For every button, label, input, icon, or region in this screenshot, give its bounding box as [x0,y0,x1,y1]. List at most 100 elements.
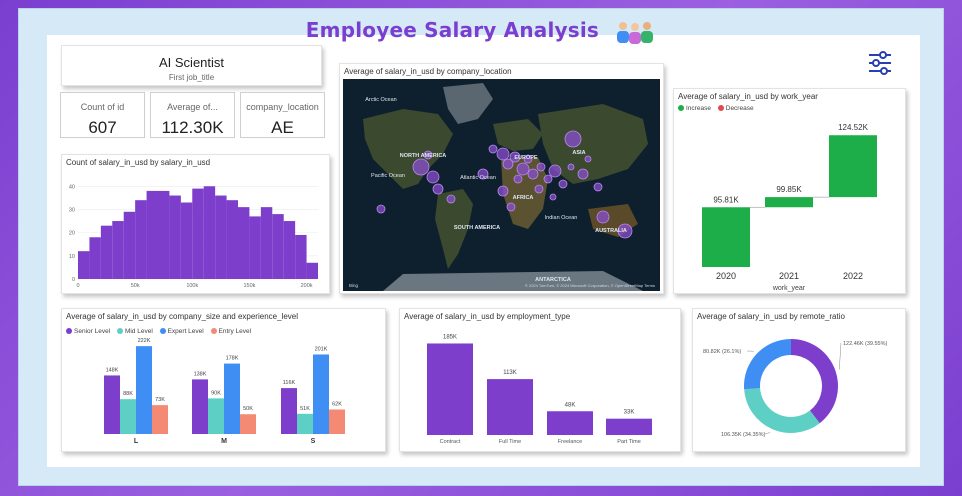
kpi-value: AE [271,118,294,137]
kpi-company-location: company_location AE [240,92,325,138]
histogram-bar [158,190,170,279]
kpi-value: 112.30K [161,118,224,137]
histogram-bar [146,190,158,279]
grouped-bar-card[interactable]: Average of salary_in_usd by company_size… [61,308,386,452]
legend-item-expert: Expert Level [167,328,204,335]
x-tick-label: L [134,438,139,445]
data-label: 148K [106,367,119,373]
bar-senior-level [281,388,297,434]
donut-title: Average of salary_in_usd by remote_ratio [697,312,845,321]
data-label: 73K [155,397,165,403]
legend-item-entry: Entry Level [218,328,252,335]
x-tick-label: Full Time [499,439,521,445]
bar-mid-level [297,413,313,434]
world-map[interactable]: Arctic Ocean NORTH AMERICA Pacific Ocean… [343,79,660,291]
job-title-value: AI Scientist [158,55,225,70]
map-brand: Bing [349,283,359,288]
histogram-bar [283,221,296,279]
data-label: 95.81K [713,195,739,204]
data-label: 113K [503,370,517,376]
histogram-bar [295,234,307,279]
legend-swatch-expert [159,328,166,334]
waterfall-card[interactable]: Average of salary_in_usd by work_year In… [673,88,906,294]
x-tick-label: 2022 [843,271,863,281]
waterfall-bar [765,197,813,208]
data-label: 116K [283,380,296,386]
histogram-bar [169,195,181,279]
x-tick-label: 2020 [716,271,736,281]
histogram-bar [112,221,124,279]
histogram-bar [123,211,136,279]
map-bubbles [376,130,633,239]
leader-line [839,342,842,370]
legend-item-senior: Senior Level [74,328,111,335]
map-label: Atlantic Ocean [460,175,496,181]
histogram-bar [135,200,147,279]
legend-swatch-entry [210,328,217,334]
data-label: 122.46K (39.55%) [843,341,888,347]
bar-expert-level [313,354,329,434]
kpi-average: Average of... 112.30K [150,92,235,138]
bar-expert-level [136,346,152,434]
map-landmasses [363,83,648,291]
data-label: 138K [194,371,207,377]
bar-senior-level [104,375,120,434]
kpi-label: company_location [246,102,319,112]
kpi-value: 607 [88,118,117,137]
map-label: Pacific Ocean [371,173,405,179]
x-tick-label: 100k [186,283,198,289]
page-title-text: Employee Salary Analysis [305,18,600,42]
histogram-bar [260,207,273,279]
map-label: ANTARCTICA [535,277,571,283]
bar-mid-level [120,399,136,434]
y-tick-label: 40 [69,184,75,190]
data-label: 99.85K [776,185,802,194]
legend-swatch-mid [116,328,123,334]
histogram-bar [249,216,261,279]
histogram-card[interactable]: Count of salary_in_usd by salary_in_usd … [61,154,330,294]
map-label: ASIA [572,150,585,156]
histogram-bar [272,214,284,279]
x-tick-label: 2021 [779,271,799,281]
kpi-count-id: Count of id 607 [60,92,145,138]
y-tick-label: 10 [69,254,75,260]
legend-swatch-decrease [717,105,724,111]
donut-slice [791,339,838,424]
legend-item-decrease: Decrease [725,105,754,112]
data-label: 106.35K (34.35%) [721,432,766,438]
kpi-label: Count of id [80,102,125,112]
data-label: 33K [624,410,635,416]
waterfall-legend: Increase Decrease [678,105,759,112]
x-tick-label: Freelance [558,439,582,445]
map-attribution: © 2024 TomTom, © 2024 Microsoft Corporat… [525,283,655,288]
people-icon [617,21,654,44]
histogram-chart: 0 10 20 30 40 0 50k 100k 150k 200k [69,184,318,289]
donut-card[interactable]: Average of salary_in_usd by remote_ratio… [692,308,906,452]
x-tick-label: M [221,438,227,445]
job-title-card: AI Scientist First job_title [61,45,322,86]
histogram-title: Count of salary_in_usd by salary_in_usd [66,158,211,167]
y-tick-label: 20 [69,231,75,237]
employment-bar [606,418,652,435]
data-label: 80.82K (26.1%) [703,349,741,355]
histogram-bar [78,251,90,279]
histogram-bar [100,225,113,279]
data-label: 51K [300,406,310,412]
data-label: 62K [332,401,342,407]
legend-item-increase: Increase [686,105,711,112]
map-label: AFRICA [513,195,534,201]
legend-swatch-senior [66,328,72,334]
kpi-label: Average of... [167,102,218,112]
employment-bar-card[interactable]: Average of salary_in_usd by employment_t… [399,308,681,452]
employment-bar-chart: 185K Contract 113K Full Time 48K Freelance 33K… [427,334,652,445]
map-label: Arctic Ocean [365,97,396,103]
filter-icon[interactable] [866,50,894,76]
x-tick-label: 0 [76,283,79,289]
waterfall-title: Average of salary_in_usd by work_year [678,92,818,101]
map-card[interactable]: Average of salary_in_usd by company_loca… [339,63,664,294]
x-tick-label: 50k [131,283,140,289]
data-label: 48K [565,402,576,408]
data-label: 222K [138,338,151,344]
page-title: Employee Salary Analysis [0,18,962,44]
data-label: 124.52K [838,123,868,132]
